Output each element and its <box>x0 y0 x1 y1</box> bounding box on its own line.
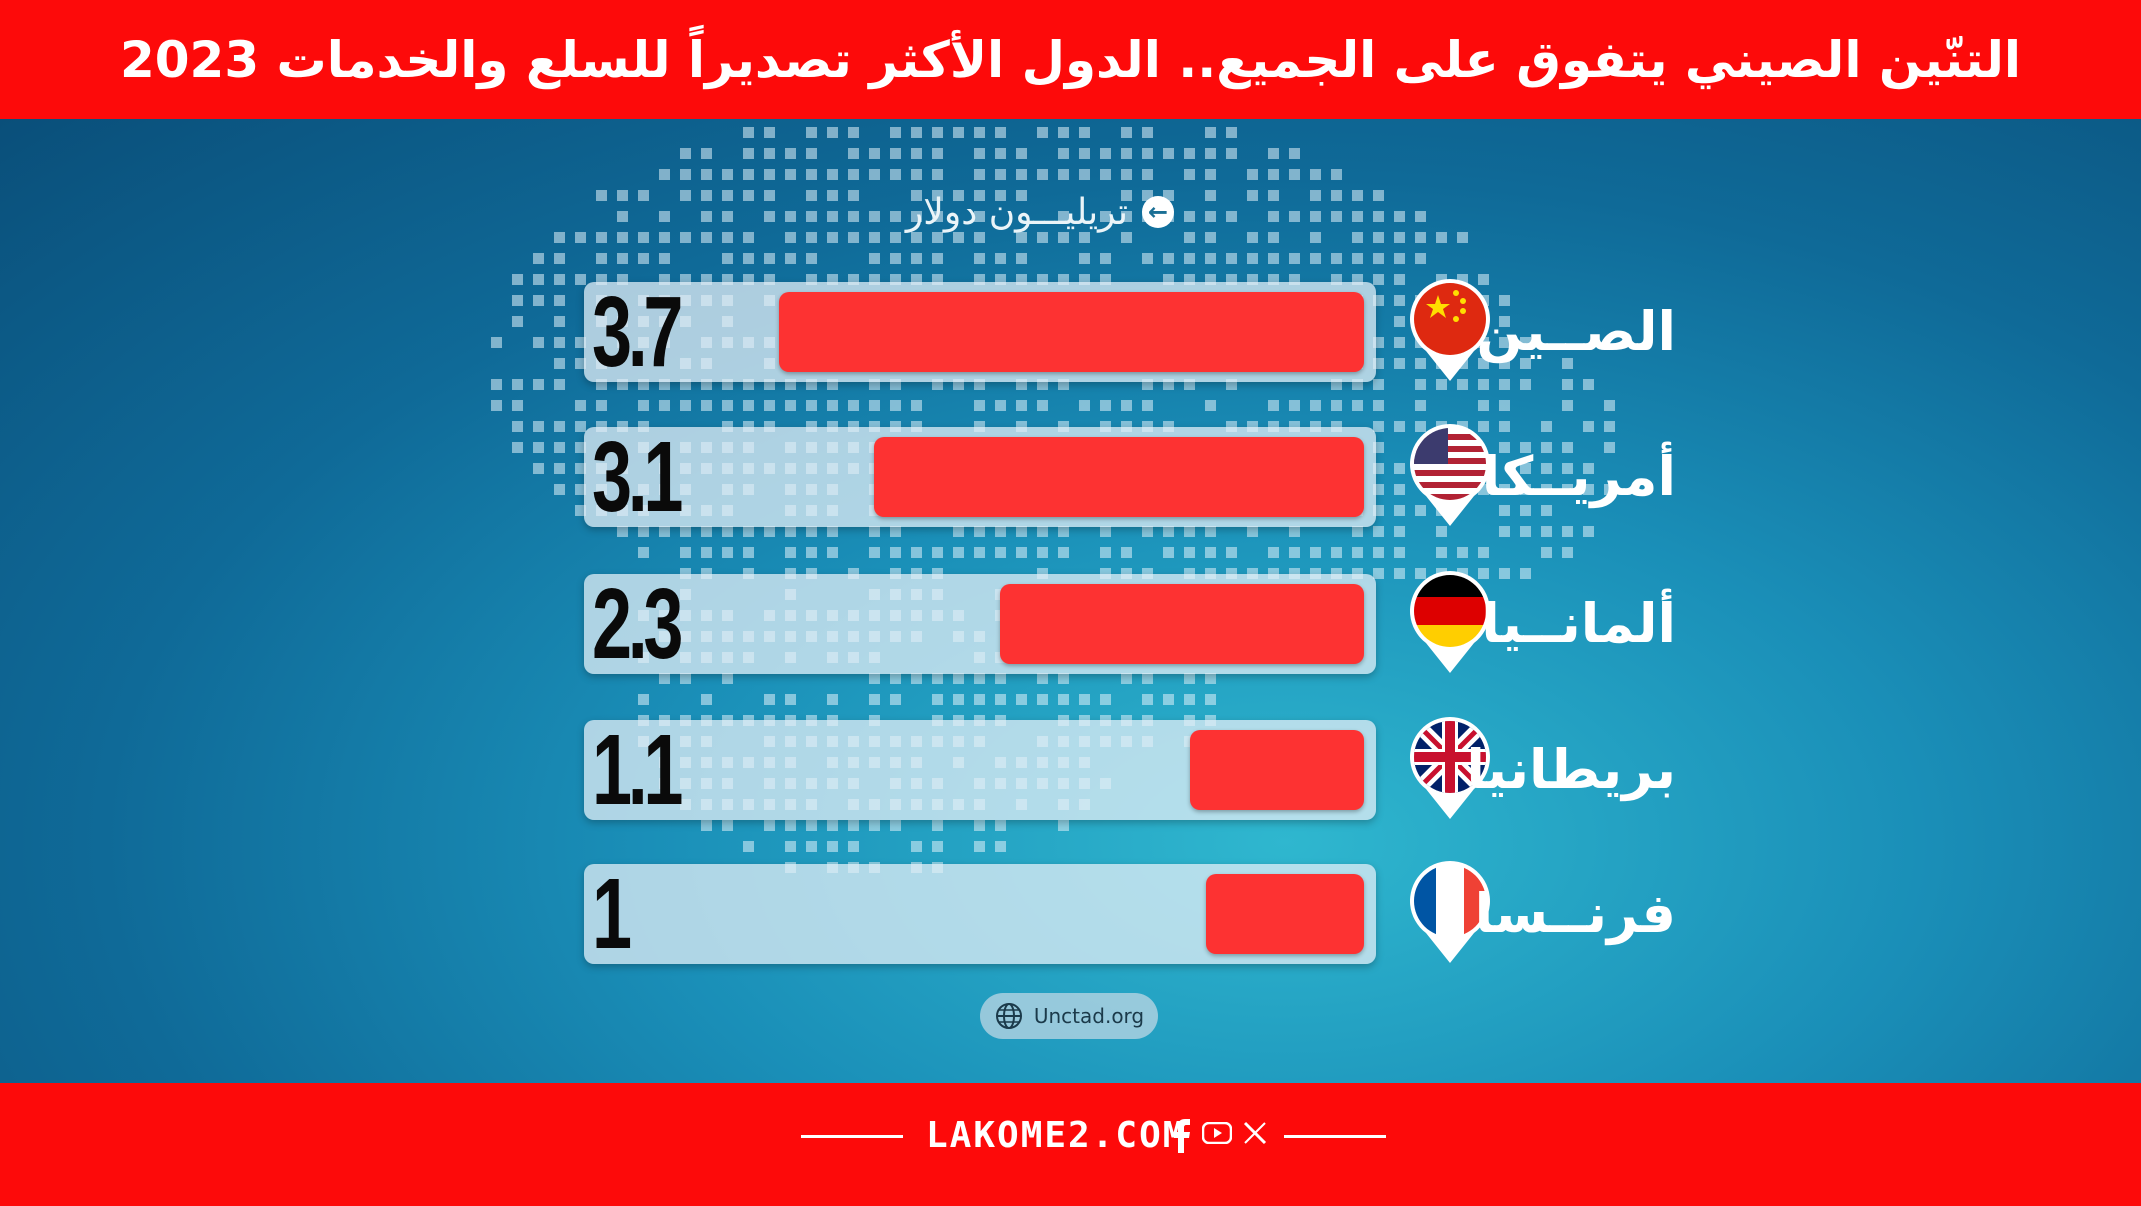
category-label: فرنــسا <box>1474 882 1676 945</box>
data-label: 1 <box>592 858 632 970</box>
germany-flag-pin-icon <box>1410 571 1490 673</box>
data-label: 3.1 <box>592 421 683 533</box>
globe-icon <box>995 1003 1022 1029</box>
bar-row: 2.3 ألمانــيا <box>584 568 1684 680</box>
source-label: Unctad.org <box>1033 1004 1145 1028</box>
youtube-icon[interactable] <box>1202 1122 1232 1144</box>
bar-row: 1 فرنــسا <box>584 858 1684 970</box>
category-label: بريطانيا <box>1466 738 1676 801</box>
bar <box>1000 584 1364 664</box>
arrow-left-icon: ← <box>1142 196 1175 228</box>
social-links <box>1172 1113 1268 1153</box>
footer-divider-left <box>801 1135 903 1138</box>
unit-label-group: تريليـــون دولار ← <box>870 187 1210 237</box>
category-label: أمريــكا <box>1481 445 1676 508</box>
data-label: 1.1 <box>592 714 683 826</box>
facebook-icon[interactable] <box>1172 1113 1192 1153</box>
category-label: الصــين <box>1476 300 1676 363</box>
bar <box>779 292 1364 372</box>
site-link[interactable]: LAKOME2.COM <box>926 1115 1187 1156</box>
footer-banner: LAKOME2.COM <box>0 1083 2141 1206</box>
category-label: ألمانــيا <box>1481 592 1676 655</box>
footer-divider-right <box>1284 1135 1386 1138</box>
bar <box>1190 730 1364 810</box>
china-flag-pin-icon <box>1410 279 1490 381</box>
data-label: 2.3 <box>592 568 683 680</box>
header-banner: التنّين الصيني يتفوق على الجميع.. الدول … <box>0 0 2141 119</box>
source-badge[interactable]: Unctad.org <box>980 993 1158 1039</box>
data-label: 3.7 <box>592 276 683 388</box>
bar-row: 3.7 الصــين <box>584 276 1684 388</box>
bar <box>873 437 1364 517</box>
bar <box>1205 874 1364 954</box>
unit-label: تريليـــون دولار <box>905 191 1129 233</box>
uk-flag-pin-icon <box>1410 717 1490 819</box>
france-flag-pin-icon <box>1410 861 1490 963</box>
page-title: التنّين الصيني يتفوق على الجميع.. الدول … <box>119 30 2022 89</box>
usa-flag-pin-icon <box>1410 424 1490 526</box>
x-icon[interactable] <box>1242 1120 1268 1146</box>
bar-row: 1.1 بريطانيا <box>584 714 1684 826</box>
bar-row: 3.1 أمريــكا <box>584 421 1684 533</box>
